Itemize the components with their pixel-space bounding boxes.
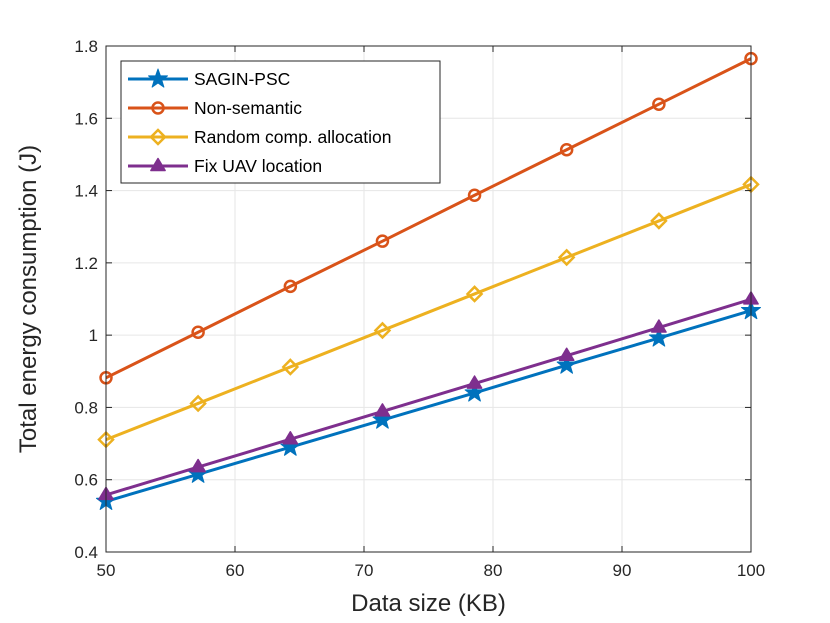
y-tick-label: 1.6 bbox=[74, 109, 98, 128]
y-tick-label: 1.4 bbox=[74, 182, 98, 201]
legend-item: Random comp. allocation bbox=[128, 127, 391, 147]
x-tick-label: 80 bbox=[484, 561, 503, 580]
x-axis-label: Data size (KB) bbox=[351, 590, 506, 617]
axis-ticks: 50 60 70 80 90 100 0.4 0.6 0.8 1 1.2 1.4 1.6 1.8 bbox=[74, 37, 765, 580]
y-tick-label: 0.4 bbox=[74, 543, 98, 562]
y-tick-label: 0.8 bbox=[74, 398, 98, 417]
x-tick-label: 100 bbox=[737, 561, 765, 580]
legend-box bbox=[120, 60, 441, 184]
data-point-star bbox=[648, 327, 669, 347]
data-point-star bbox=[372, 409, 393, 429]
data-point-triangle bbox=[651, 319, 667, 333]
x-tick-label: 70 bbox=[355, 561, 374, 580]
data-point-triangle bbox=[190, 458, 206, 473]
x-tick-label: 90 bbox=[613, 561, 632, 580]
series-line bbox=[105, 183, 752, 441]
series-line bbox=[105, 57, 752, 380]
data-point-diamond bbox=[557, 248, 576, 267]
data-point-star bbox=[556, 354, 577, 374]
x-tick-label: 50 bbox=[97, 561, 116, 580]
data-point-circle bbox=[652, 97, 666, 111]
data-point-triangle bbox=[466, 375, 483, 389]
data-point-circle bbox=[467, 188, 482, 203]
plot-area-frame bbox=[105, 45, 752, 553]
data-point-diamond bbox=[650, 212, 668, 230]
legend: SAGIN-PSC Non-semantic Random comp. alloca… bbox=[120, 60, 441, 184]
data-point-circle bbox=[559, 142, 574, 157]
data-point-star bbox=[147, 68, 169, 88]
data-point-diamond bbox=[149, 128, 167, 146]
data-point-diamond bbox=[189, 394, 207, 413]
data-point-circle bbox=[191, 325, 205, 340]
legend-item: Non-semantic bbox=[128, 98, 302, 118]
data-point-triangle bbox=[282, 430, 299, 445]
x-tick-label: 60 bbox=[226, 561, 245, 580]
data-point-diamond bbox=[281, 358, 300, 376]
y-tick-label: 1.2 bbox=[74, 254, 98, 273]
legend-item: Fix UAV location bbox=[128, 156, 322, 176]
data-point-triangle bbox=[374, 403, 391, 417]
data-point-diamond bbox=[373, 321, 392, 340]
data-point-circle bbox=[375, 234, 390, 248]
legend-item: SAGIN-PSC bbox=[128, 68, 290, 89]
legend-label: Random comp. allocation bbox=[194, 127, 391, 147]
y-tick-label: 1.8 bbox=[74, 37, 98, 56]
data-point-diamond bbox=[465, 285, 484, 303]
data-point-triangle bbox=[150, 157, 166, 172]
series-line bbox=[105, 297, 752, 497]
legend-label: SAGIN-PSC bbox=[194, 69, 290, 89]
data-point-star bbox=[464, 382, 485, 402]
y-axis-label: Total energy consumption (J) bbox=[15, 145, 42, 453]
legend-label: Non-semantic bbox=[194, 98, 302, 118]
y-tick-label: 1 bbox=[89, 326, 98, 345]
legend-label: Fix UAV location bbox=[194, 156, 322, 176]
series-1 bbox=[99, 51, 758, 385]
y-tick-label: 0.6 bbox=[74, 471, 98, 490]
data-point-circle bbox=[151, 101, 165, 115]
series-line bbox=[105, 309, 752, 503]
data-point-circle bbox=[283, 279, 298, 294]
data-point-triangle bbox=[558, 347, 575, 361]
